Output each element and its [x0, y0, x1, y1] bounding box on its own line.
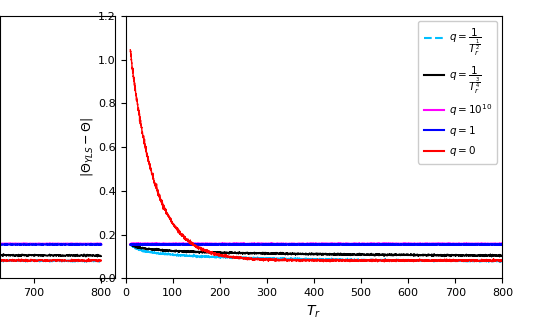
X-axis label: $T_r$: $T_r$: [306, 304, 322, 320]
Legend: $q = \dfrac{1}{T_r^{\frac{1}{2}}}$, $q = \dfrac{1}{T_r^{\frac{3}{4}}}$, $q = 10^: $q = \dfrac{1}{T_r^{\frac{1}{2}}}$, $q =…: [418, 21, 497, 164]
Y-axis label: $|\Theta_{YLS} - \Theta|$: $|\Theta_{YLS} - \Theta|$: [79, 117, 96, 177]
